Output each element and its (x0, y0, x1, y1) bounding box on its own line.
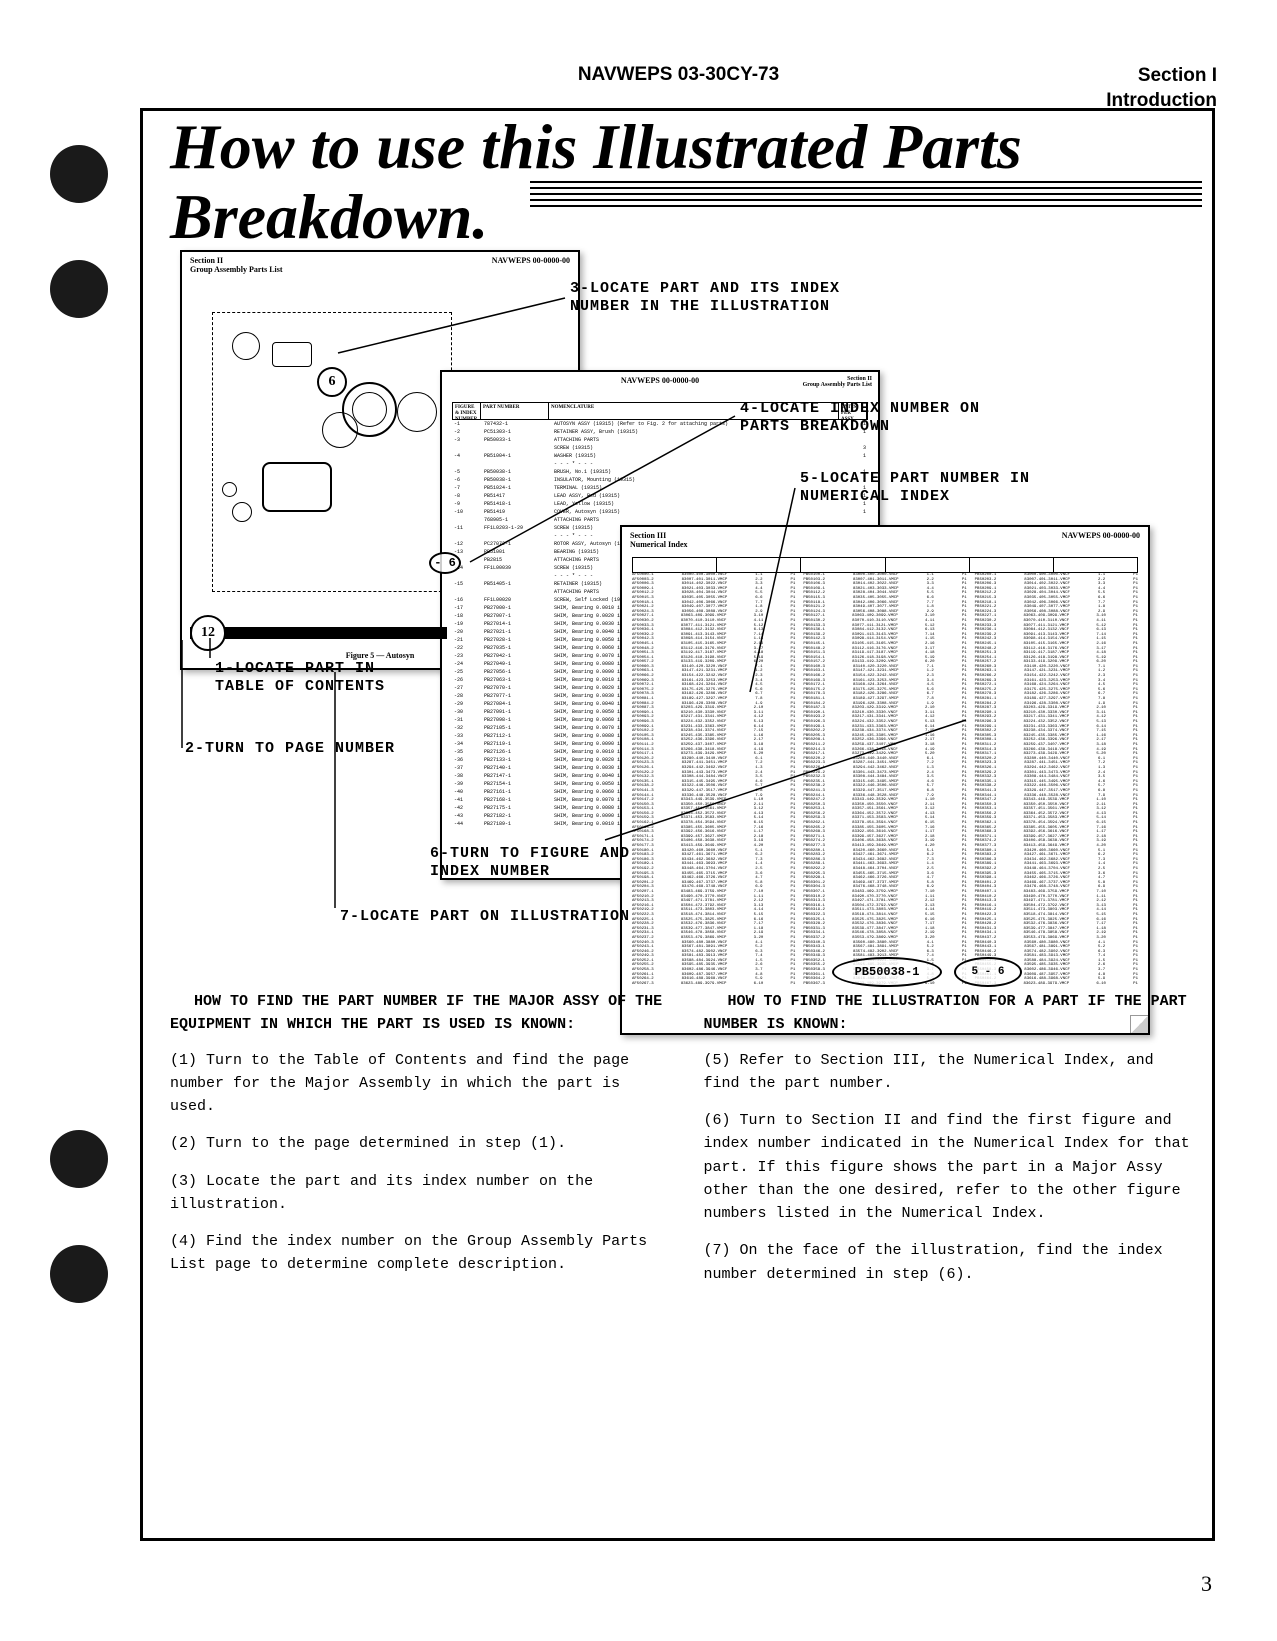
mock-page-header: NAVWEPS 00-0000-00 Section II Group Asse… (442, 372, 878, 389)
step-1: (1) Turn to the Table of Contents and fi… (170, 1049, 664, 1119)
mock-page-header: Section II Group Assembly Parts List NAV… (182, 252, 578, 278)
title-rule-lines (530, 177, 1202, 207)
thick-reference-bar (190, 627, 447, 639)
part-graphic (322, 412, 358, 448)
step-7: (7) On the face of the illustration, fin… (704, 1239, 1198, 1286)
page-header: NAVWEPS 03-30CY-73 Section I Introductio… (140, 64, 1217, 113)
figure-label: Figure 5 — Autosyn (346, 651, 415, 660)
part-graphic (262, 462, 332, 512)
part-graphic (232, 332, 260, 360)
step-3: (3) Locate the part and its index number… (170, 1170, 664, 1217)
punch-hole (50, 145, 108, 203)
callout-4: 4-LOCATE INDEX NUMBER ON PARTS BREAKDOWN (740, 400, 990, 436)
doc-number: NAVWEPS 03-30CY-73 (578, 64, 779, 86)
callout-6: 6-TURN TO FIGURE AND INDEX NUMBER (430, 845, 680, 881)
index-callout-6: 6 (317, 367, 347, 397)
document-stack: Section II Group Assembly Parts List NAV… (180, 250, 1192, 970)
step-6: (6) Turn to Section II and find the firs… (704, 1109, 1198, 1225)
part-graphic (222, 482, 237, 497)
callout-5: 5-LOCATE PART NUMBER IN NUMERICAL INDEX (800, 470, 1050, 506)
index-header (632, 557, 1138, 573)
instructions-right-col: HOW TO FIND THE ILLUSTRATION FOR A PART … (704, 990, 1198, 1300)
section-label: Section I Introduction (1106, 64, 1217, 113)
part-number-highlight: PB50038-1 (832, 957, 942, 987)
instructions-left-col: HOW TO FIND THE PART NUMBER IF THE MAJOR… (170, 990, 664, 1300)
step-5: (5) Refer to Section III, the Numerical … (704, 1049, 1198, 1096)
punch-hole (50, 260, 108, 318)
right-heading: HOW TO FIND THE ILLUSTRATION FOR A PART … (704, 990, 1198, 1037)
callout-1: 1-LOCATE PART IN TABLE OF CONTENTS (215, 660, 425, 696)
part-graphic (232, 502, 252, 522)
instructions: HOW TO FIND THE PART NUMBER IF THE MAJOR… (170, 990, 1197, 1300)
part-graphic (272, 342, 312, 367)
callout-2: 2-TURN TO PAGE NUMBER (185, 740, 395, 758)
page-number: 3 (1201, 1571, 1212, 1597)
step-4: (4) Find the index number on the Group A… (170, 1230, 664, 1277)
part-graphic (397, 392, 437, 432)
punch-hole (50, 1245, 108, 1303)
step-2: (2) Turn to the page determined in step … (170, 1132, 664, 1155)
index-body: AF50000-183000-400-3000-VNCF1-1P1AF50003… (632, 573, 1138, 986)
document-page: NAVWEPS 03-30CY-73 Section I Introductio… (0, 0, 1277, 1641)
numerical-index-table: AF50000-183000-400-3000-VNCF1-1P1AF50003… (632, 557, 1138, 1023)
punch-hole (50, 1130, 108, 1188)
figure-index-highlight: 5 - 6 (954, 957, 1022, 987)
mock-page-header: Section III Numerical Index NAVWEPS 00-0… (622, 527, 1148, 553)
page-number-callout-12: 12 (190, 615, 226, 651)
left-heading: HOW TO FIND THE PART NUMBER IF THE MAJOR… (170, 990, 664, 1037)
callout-7: 7-LOCATE PART ON ILLUSTRATION (340, 908, 630, 926)
index-6-highlight: - 6 (429, 552, 461, 574)
callout-3: 3-LOCATE PART AND ITS INDEX NUMBER IN TH… (570, 280, 880, 316)
mock-numerical-index-page: Section III Numerical Index NAVWEPS 00-0… (620, 525, 1150, 1035)
